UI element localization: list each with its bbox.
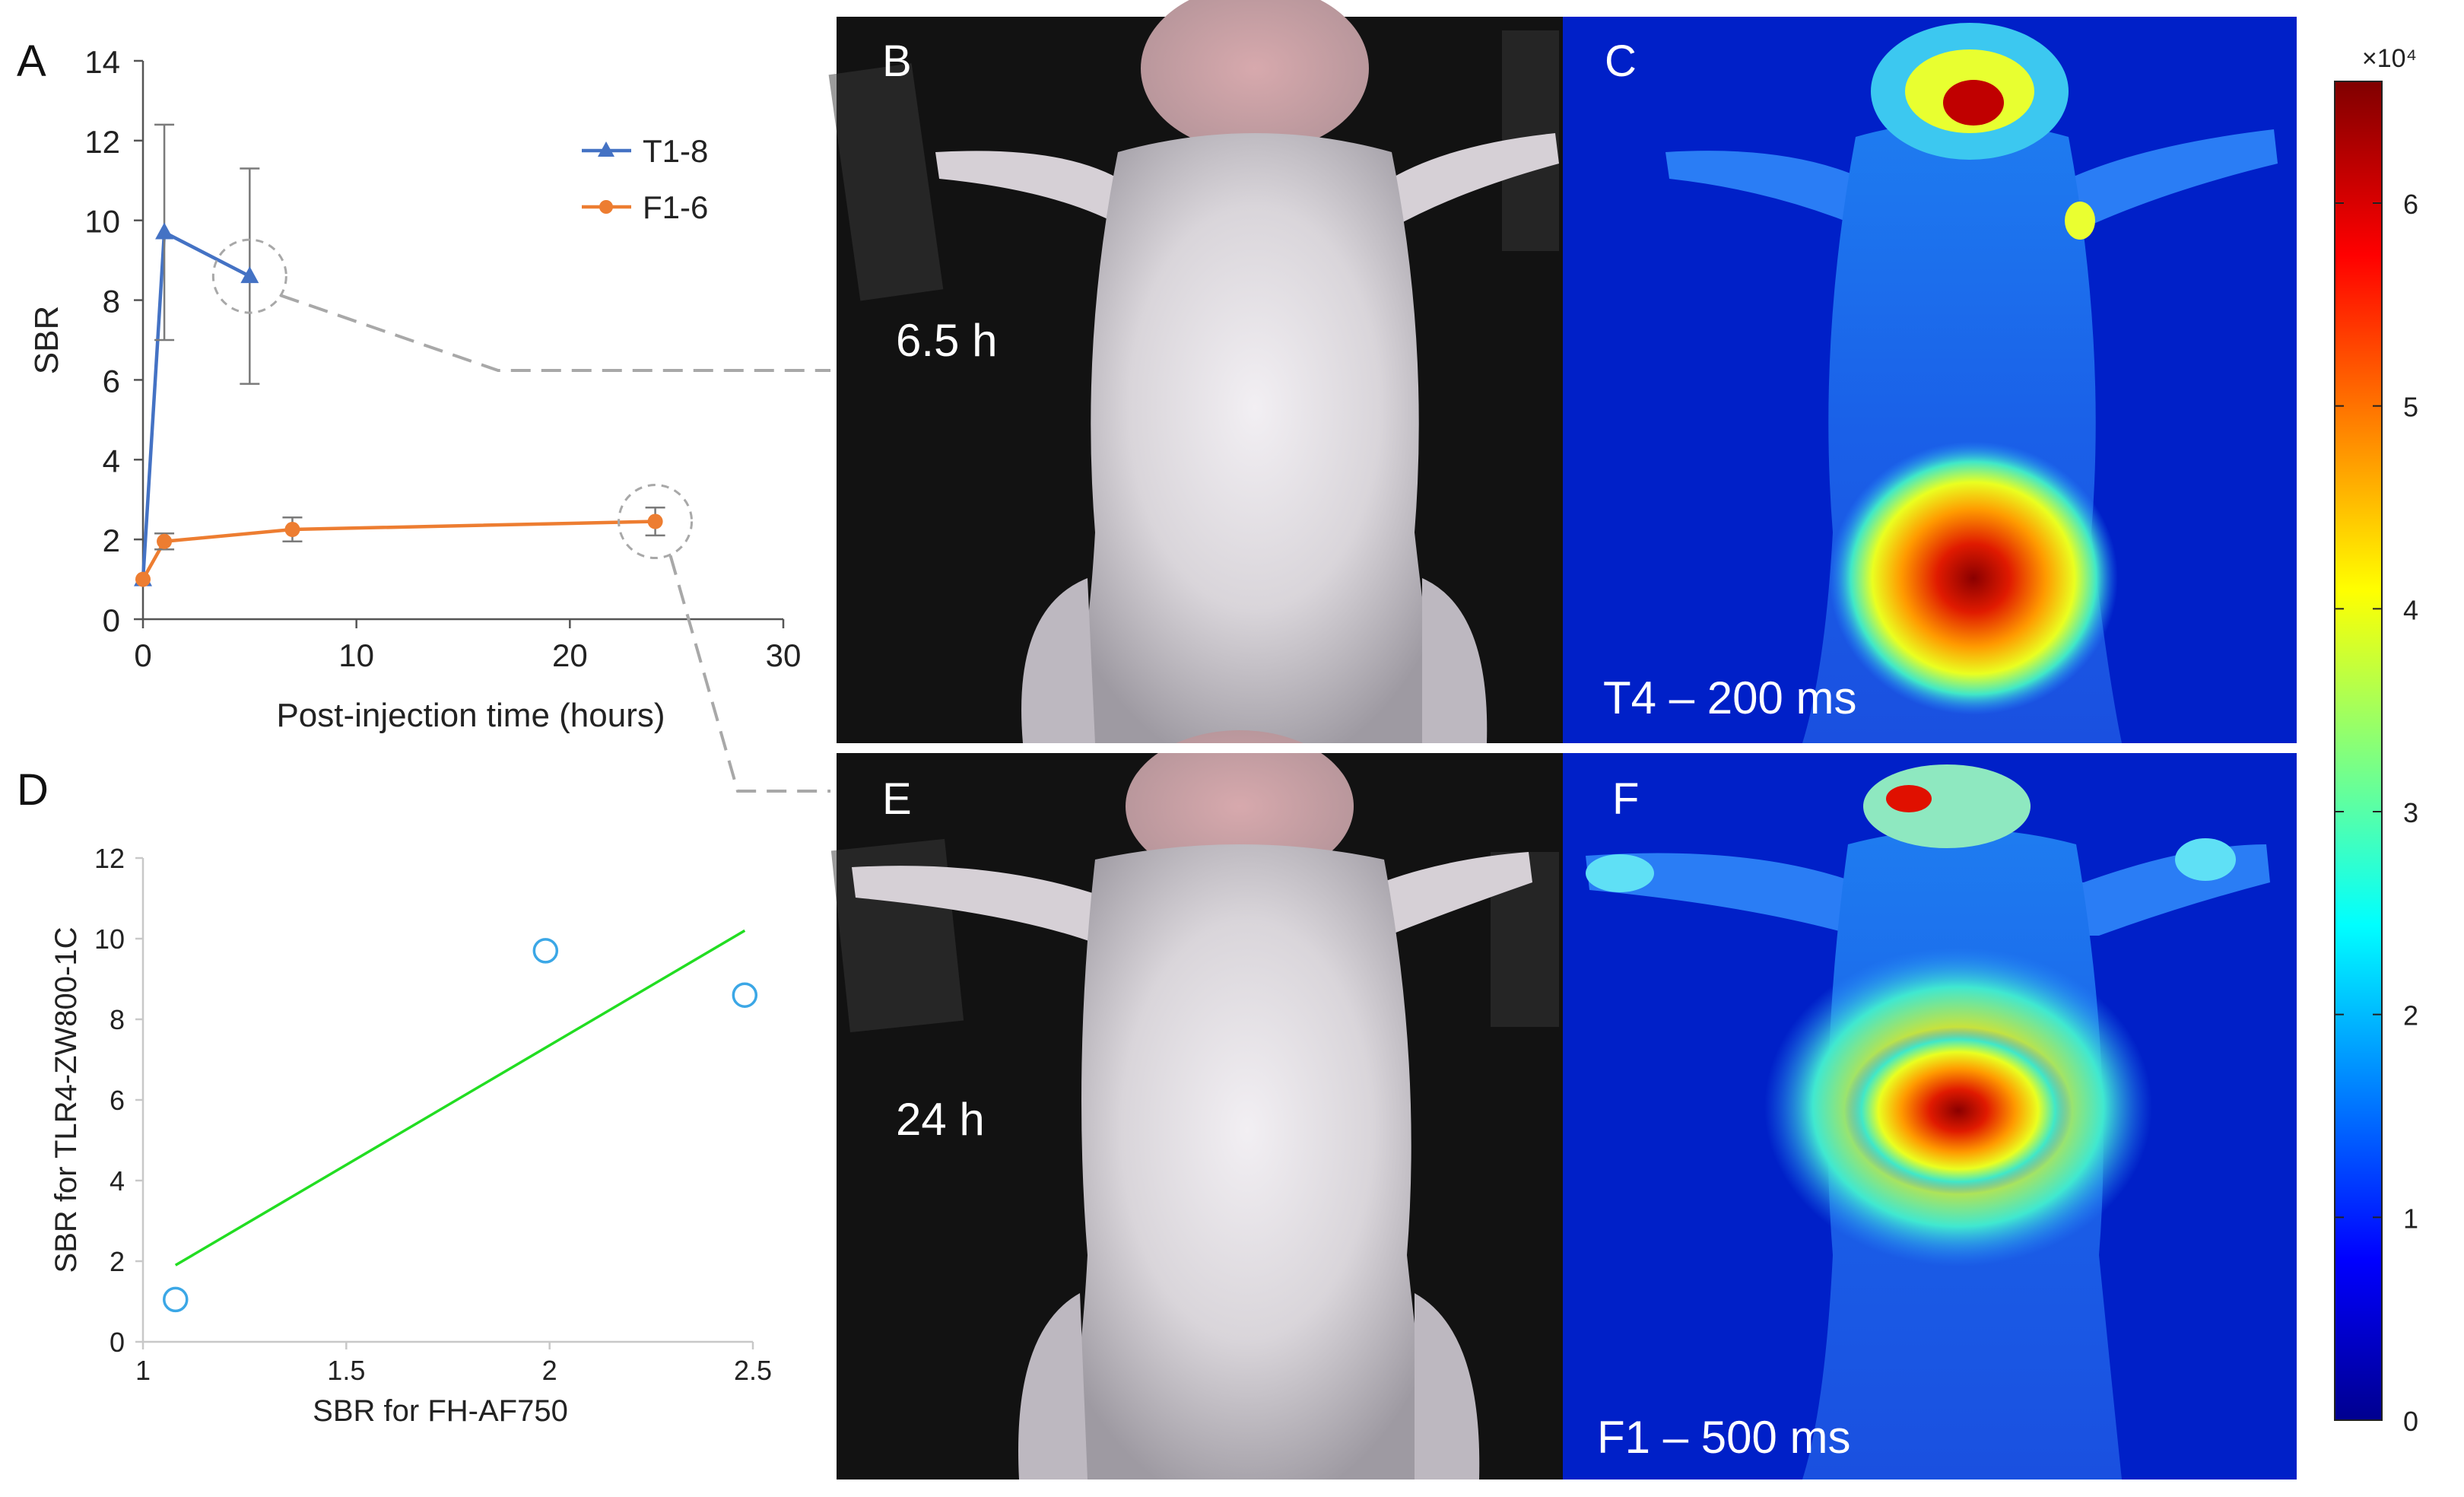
sbr-time-chart: 0 2 4 6 8 10 12 14 0 10 20 30 Post-injection time (h… bbox=[28, 44, 801, 734]
legend-label: T1-8 bbox=[643, 133, 708, 169]
data-point-F1-6 bbox=[647, 513, 663, 529]
regression-line bbox=[174, 929, 746, 1267]
sbr-correlation-chart: 0 2 4 6 8 10 12 1 1.5 2 2.5 SBR for FH-AF750 SBR for… bbox=[49, 843, 772, 1428]
scatter-point bbox=[532, 938, 559, 964]
mouse-silhouette-e bbox=[852, 730, 1532, 1480]
x-tick-label: 2 bbox=[542, 1355, 557, 1386]
colorbar-tick-label: 1 bbox=[2403, 1203, 2418, 1234]
fluorescence-mouse-c bbox=[1665, 23, 2278, 743]
highlight-circle bbox=[618, 484, 694, 560]
panel-d-letter: D bbox=[17, 765, 49, 815]
panel-e-letter: E bbox=[882, 774, 912, 824]
colorbar-gradient bbox=[2334, 81, 2383, 1421]
x-tick-label: 20 bbox=[552, 637, 588, 673]
y-tick-label: 12 bbox=[94, 843, 125, 874]
legend-label: F1-6 bbox=[643, 189, 708, 225]
y-tick-label: 6 bbox=[103, 363, 120, 399]
panel-a: A 0 2 4 6 8 10 12 14 0 10 20 30 Post-injection time … bbox=[17, 37, 801, 734]
x-tick-label: 0 bbox=[134, 637, 151, 673]
legend-marker bbox=[598, 141, 614, 157]
callout-line-to-b bbox=[279, 294, 830, 372]
panel-b-letter: B bbox=[882, 37, 912, 86]
colorbar-tick-label: 0 bbox=[2403, 1406, 2418, 1437]
y-tick-label: 2 bbox=[110, 1246, 125, 1277]
y-tick-label: 12 bbox=[84, 124, 120, 160]
exposure-label-c: T4 – 200 ms bbox=[1603, 672, 1857, 723]
y-tick-label: 2 bbox=[103, 523, 120, 558]
x-tick-label: 1 bbox=[135, 1355, 151, 1386]
fluorescence-mouse-f bbox=[1586, 764, 2270, 1480]
x-tick-label: 10 bbox=[338, 637, 374, 673]
colorbar-tick-label: 6 bbox=[2403, 189, 2418, 220]
y-axis-title: SBR bbox=[28, 306, 65, 374]
y-axis-title: SBR for TLR4-ZW800-1C bbox=[49, 927, 83, 1273]
y-tick-label: 10 bbox=[94, 923, 125, 955]
colorbar-tick-label: 3 bbox=[2403, 797, 2418, 828]
y-tick-label: 10 bbox=[84, 204, 120, 240]
x-tick-label: 1.5 bbox=[327, 1355, 365, 1386]
scatter-point bbox=[732, 982, 758, 1008]
callouts bbox=[279, 294, 830, 793]
y-tick-label: 4 bbox=[110, 1165, 125, 1197]
data-point-F1-6 bbox=[135, 571, 151, 587]
panel-f-letter: F bbox=[1612, 774, 1639, 824]
callout-line-to-e bbox=[668, 555, 830, 793]
panel-b-photo: B 6.5 h bbox=[828, 0, 1563, 743]
colorbar-ticks: 0 1 2 3 4 5 6 bbox=[2335, 189, 2418, 1437]
panel-d: D 0 2 4 6 8 10 12 1 1.5 2 2.5 SBR for FH-AF750 SBR f… bbox=[17, 765, 772, 1428]
panel-f-fluorescence: F F1 – 500 ms bbox=[1563, 753, 2297, 1480]
legend-marker bbox=[599, 200, 613, 214]
y-tick-label: 4 bbox=[103, 443, 120, 478]
x-tick-label: 2.5 bbox=[734, 1355, 772, 1386]
time-label-b: 6.5 h bbox=[896, 315, 997, 366]
data-point-T1-8 bbox=[240, 266, 259, 284]
y-tick-label: 8 bbox=[103, 284, 120, 319]
panel-e-photo: E 24 h bbox=[830, 730, 1563, 1480]
colorbar: ×10⁴ 0 1 2 3 4 5 6 bbox=[2334, 44, 2418, 1437]
y-tick-label: 0 bbox=[110, 1327, 125, 1358]
x-axis-title: Post-injection time (hours) bbox=[276, 697, 665, 734]
colorbar-tick-label: 5 bbox=[2403, 392, 2418, 423]
data-point-F1-6 bbox=[284, 522, 300, 538]
y-tick-label: 14 bbox=[84, 44, 120, 80]
series-line-F1-6 bbox=[141, 520, 656, 580]
data-point-F1-6 bbox=[157, 533, 173, 549]
y-tick-label: 6 bbox=[110, 1085, 125, 1116]
mouse-silhouette bbox=[935, 0, 1559, 743]
colorbar-tick-label: 2 bbox=[2403, 1000, 2418, 1031]
x-axis-title: SBR for FH-AF750 bbox=[313, 1394, 568, 1428]
highlight-circle bbox=[211, 238, 287, 314]
colorbar-exponent: ×10⁴ bbox=[2362, 44, 2417, 73]
data-point-T1-8 bbox=[155, 222, 174, 240]
colorbar-tick-label: 4 bbox=[2403, 594, 2418, 625]
exposure-label-f: F1 – 500 ms bbox=[1597, 1412, 1851, 1463]
panel-c-letter: C bbox=[1605, 37, 1637, 86]
scatter-point bbox=[163, 1286, 189, 1313]
y-tick-label: 0 bbox=[103, 602, 120, 638]
x-tick-label: 30 bbox=[766, 637, 802, 673]
panel-c-fluorescence: C T4 – 200 ms bbox=[1563, 17, 2297, 743]
series-line-T1-8 bbox=[141, 229, 251, 580]
time-label-e: 24 h bbox=[896, 1094, 985, 1145]
panel-a-letter: A bbox=[17, 37, 46, 86]
y-tick-label: 8 bbox=[110, 1004, 125, 1035]
